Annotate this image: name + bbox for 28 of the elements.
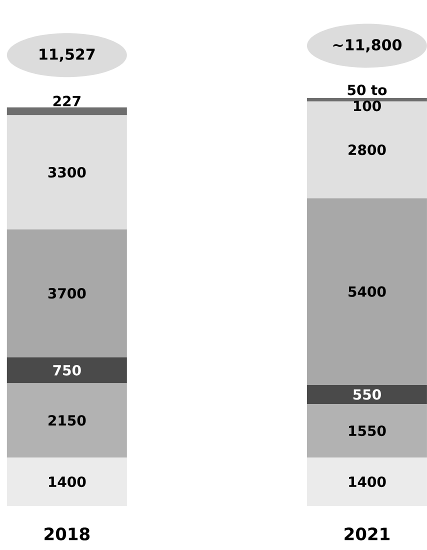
x-tick-label: 2018 bbox=[44, 528, 90, 540]
total-label: 11,527 bbox=[40, 48, 95, 62]
x-tick-label: 2021 bbox=[344, 528, 390, 540]
bar bbox=[6, 458, 127, 506]
data-label: 2150 bbox=[48, 415, 86, 426]
data-label: 750 bbox=[53, 364, 81, 376]
bar bbox=[306, 98, 427, 102]
total-label: ~11,800 bbox=[333, 39, 402, 52]
data-label: 5400 bbox=[348, 286, 386, 297]
data-label: 227 bbox=[53, 96, 80, 106]
bar bbox=[6, 229, 127, 358]
bar bbox=[6, 115, 127, 230]
bar bbox=[6, 107, 127, 116]
bar bbox=[306, 458, 427, 506]
data-label: 1550 bbox=[349, 425, 386, 436]
bar bbox=[6, 383, 127, 458]
data-label: 3700 bbox=[48, 288, 86, 299]
data-label: 2800 bbox=[348, 144, 386, 156]
bar bbox=[306, 198, 427, 385]
bar bbox=[306, 404, 427, 458]
bar bbox=[6, 357, 127, 384]
bar bbox=[306, 384, 427, 404]
data-label: 1400 bbox=[49, 476, 86, 488]
bar bbox=[306, 101, 427, 198]
data-label: 550 bbox=[353, 389, 381, 400]
annotation: 50 to 100 bbox=[348, 84, 387, 112]
data-label: 1400 bbox=[349, 476, 386, 488]
data-label: 3300 bbox=[48, 166, 86, 178]
